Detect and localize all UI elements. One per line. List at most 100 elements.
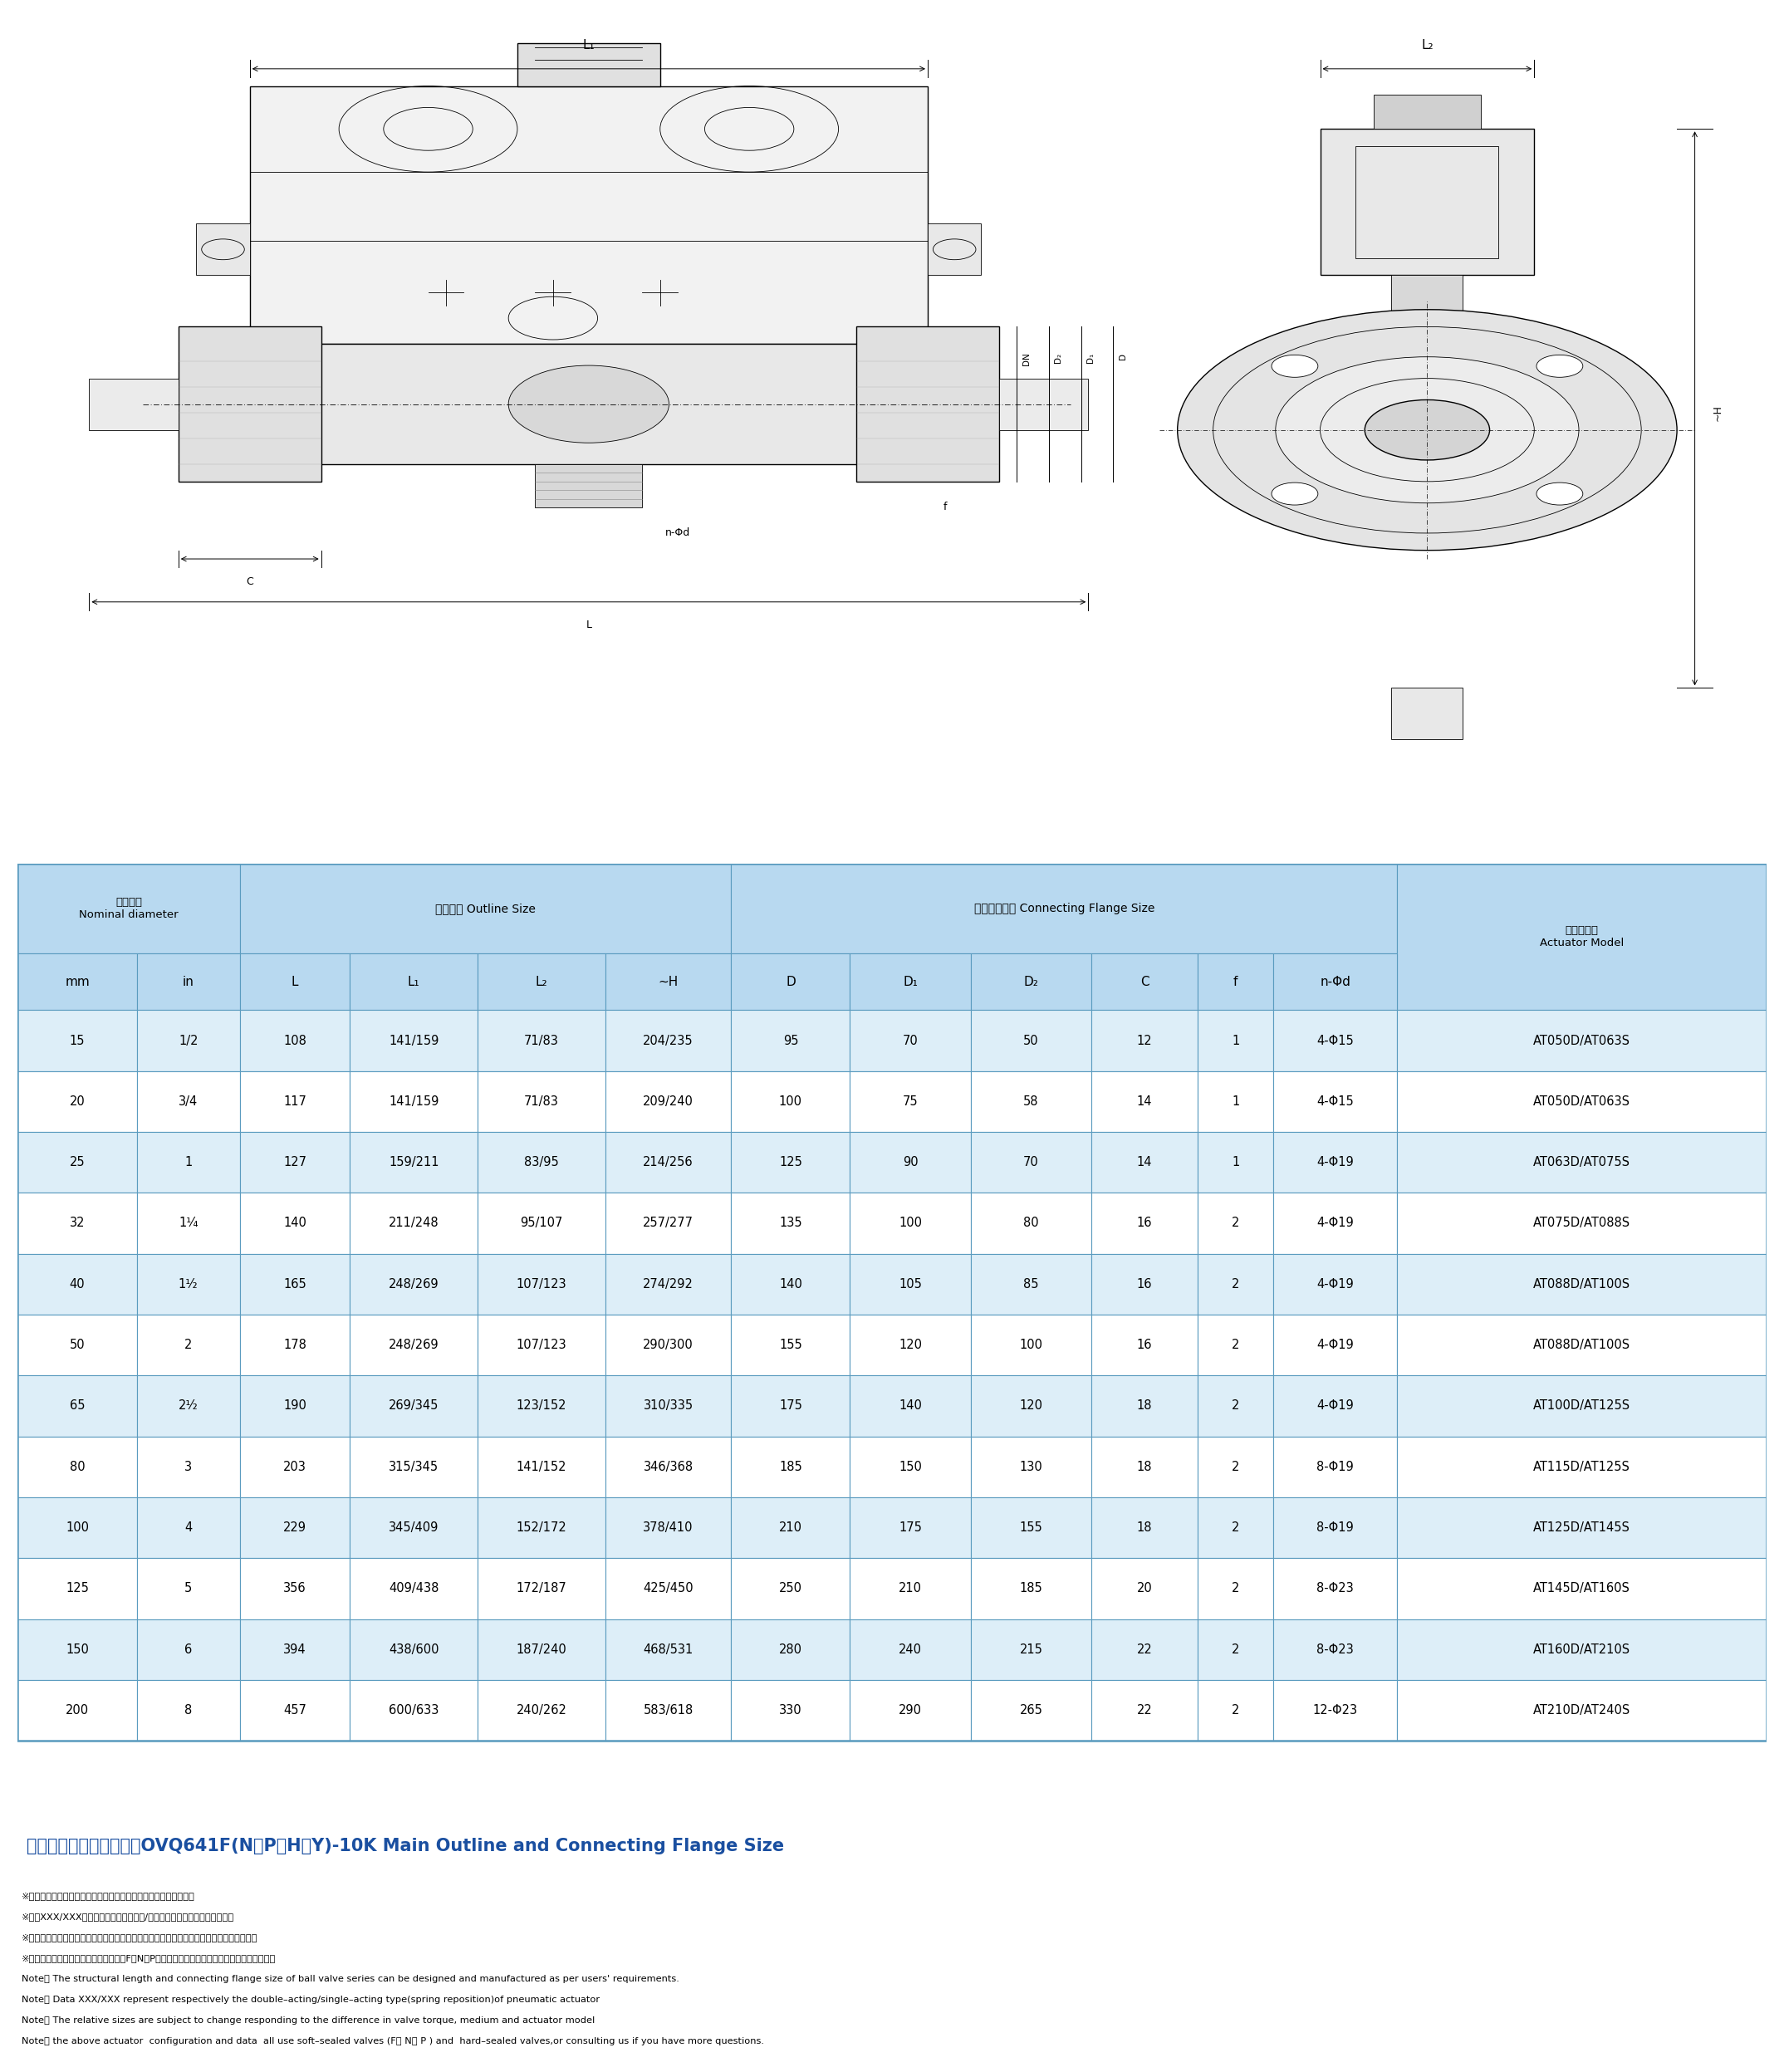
Text: 71/83: 71/83: [524, 1096, 558, 1109]
Text: 4-Φ15: 4-Φ15: [1317, 1034, 1354, 1046]
Text: ~H: ~H: [1713, 404, 1723, 421]
Text: 240: 240: [899, 1643, 922, 1656]
Text: 8: 8: [184, 1703, 193, 1716]
Bar: [1092, 1680, 1199, 1740]
Bar: [1199, 1254, 1274, 1314]
Text: 83/95: 83/95: [524, 1156, 558, 1169]
Text: AT115D/AT125S: AT115D/AT125S: [1532, 1461, 1631, 1473]
Text: Note： The structural length and connecting flange size of ball valve series can : Note： The structural length and connecti…: [21, 1975, 680, 1983]
Bar: [731, 1011, 849, 1071]
Text: ※以上执行器配置及数据均采用软密封（F、N、P）门，硬密封阀门的配置及数据请咨询本公司。: ※以上执行器配置及数据均采用软密封（F、N、P）门，硬密封阀门的配置及数据请咨询…: [21, 1954, 277, 1962]
Text: Note： The relative sizes are subject to change responding to the difference in v: Note： The relative sizes are subject to …: [21, 2016, 594, 2024]
Bar: [605, 1071, 731, 1131]
Bar: [849, 1680, 970, 1740]
Bar: [970, 1436, 1092, 1498]
Bar: [731, 1254, 849, 1314]
Circle shape: [1272, 354, 1318, 377]
Text: 248/269: 248/269: [389, 1278, 439, 1291]
Text: 141/152: 141/152: [516, 1461, 567, 1473]
Bar: [731, 864, 1397, 953]
Text: 90: 90: [903, 1156, 919, 1169]
Bar: [18, 1376, 137, 1436]
Bar: [1274, 1131, 1397, 1193]
Text: 250: 250: [780, 1583, 803, 1595]
Text: 209/240: 209/240: [642, 1096, 694, 1109]
Text: DN: DN: [1022, 352, 1031, 365]
Text: 16: 16: [1136, 1278, 1152, 1291]
Bar: [1092, 1314, 1199, 1376]
Bar: [605, 1011, 731, 1071]
Bar: [18, 1618, 137, 1680]
Bar: [1274, 953, 1397, 1011]
Bar: [1274, 1071, 1397, 1131]
Bar: [1274, 1436, 1397, 1498]
Bar: [605, 1193, 731, 1254]
Text: 1/2: 1/2: [178, 1034, 198, 1046]
Bar: [1274, 1680, 1397, 1740]
Bar: [478, 1680, 605, 1740]
Text: 12-Φ23: 12-Φ23: [1313, 1703, 1358, 1716]
Bar: [849, 1558, 970, 1618]
Text: in: in: [182, 976, 194, 988]
Text: 330: 330: [780, 1703, 803, 1716]
Text: 409/438: 409/438: [389, 1583, 439, 1595]
Text: 100: 100: [899, 1216, 922, 1229]
Text: 107/123: 107/123: [516, 1278, 567, 1291]
Bar: [350, 1071, 478, 1131]
Bar: [1199, 1011, 1274, 1071]
Bar: [731, 1193, 849, 1254]
Text: 主要外形及连接法兰尺寸OVQ641F(N、P、H、Y)-10K Main Outline and Connecting Flange Size: 主要外形及连接法兰尺寸OVQ641F(N、P、H、Y)-10K Main Out…: [27, 1838, 785, 1854]
Text: AT100D/AT125S: AT100D/AT125S: [1532, 1401, 1631, 1413]
Bar: [1397, 1498, 1766, 1558]
Text: 71/83: 71/83: [524, 1034, 558, 1046]
Text: 85: 85: [1024, 1278, 1038, 1291]
Text: L₁: L₁: [409, 976, 419, 988]
Text: mm: mm: [64, 976, 89, 988]
Bar: [970, 1618, 1092, 1680]
Bar: [1092, 1254, 1199, 1314]
Circle shape: [1536, 483, 1582, 506]
Text: 14: 14: [1136, 1156, 1152, 1169]
Text: D₁: D₁: [903, 976, 917, 988]
Bar: [18, 1680, 137, 1740]
Text: 140: 140: [284, 1216, 307, 1229]
Text: AT125D/AT145S: AT125D/AT145S: [1532, 1521, 1631, 1533]
Text: 141/159: 141/159: [389, 1034, 439, 1046]
Bar: [1199, 1193, 1274, 1254]
Text: 211/248: 211/248: [389, 1216, 439, 1229]
Bar: [478, 1193, 605, 1254]
Bar: [1392, 688, 1463, 740]
Text: AT088D/AT100S: AT088D/AT100S: [1532, 1278, 1631, 1291]
Text: ~H: ~H: [658, 976, 678, 988]
Bar: [1274, 1314, 1397, 1376]
Bar: [478, 953, 605, 1011]
Bar: [18, 1314, 137, 1376]
Bar: [605, 1254, 731, 1314]
Text: 438/600: 438/600: [389, 1643, 439, 1656]
Text: 600/633: 600/633: [389, 1703, 439, 1716]
Text: 187/240: 187/240: [516, 1643, 567, 1656]
Bar: [1092, 1193, 1199, 1254]
Bar: [239, 1193, 350, 1254]
Text: 40: 40: [70, 1278, 86, 1291]
Bar: [605, 1618, 731, 1680]
Text: 2: 2: [1231, 1643, 1240, 1656]
Text: 178: 178: [284, 1339, 307, 1351]
Bar: [605, 1680, 731, 1740]
Text: n-Φd: n-Φd: [1320, 976, 1350, 988]
Text: 203: 203: [284, 1461, 307, 1473]
Bar: [350, 1436, 478, 1498]
Bar: [18, 1558, 137, 1618]
Bar: [1199, 1131, 1274, 1193]
Text: 2: 2: [1231, 1278, 1240, 1291]
Bar: [478, 1071, 605, 1131]
Text: 210: 210: [780, 1521, 803, 1533]
Bar: [849, 953, 970, 1011]
Bar: [18, 1193, 137, 1254]
Bar: [239, 1376, 350, 1436]
Text: D₂: D₂: [1054, 352, 1063, 363]
Text: 214/256: 214/256: [642, 1156, 694, 1169]
Text: 4-Φ19: 4-Φ19: [1317, 1278, 1354, 1291]
Text: C: C: [1140, 976, 1149, 988]
Bar: [239, 1618, 350, 1680]
